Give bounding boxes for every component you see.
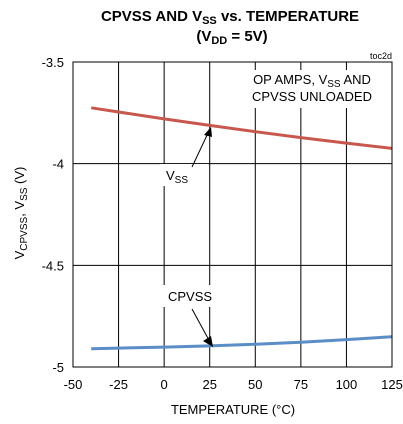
cpvss-arrow-line	[191, 308, 211, 343]
vss-series-line	[90, 106, 393, 150]
vss-arrow-head	[204, 127, 212, 137]
x-tick-label: 25	[202, 377, 216, 392]
chart-title-line2: (VDD = 5V)	[196, 28, 267, 47]
annotation-line2: CPVSS UNLOADED	[252, 89, 372, 104]
y-tick-label: -5	[52, 360, 64, 375]
cpvss-label-background	[160, 285, 224, 307]
x-tick-label: -50	[64, 377, 83, 392]
x-tick-label: -25	[109, 377, 128, 392]
annotation-line1: OP AMPS, VSS AND	[253, 72, 371, 90]
vss-label-background	[160, 164, 208, 186]
vss-series-label: VSS	[166, 168, 188, 186]
cpvss-series-label: CPVSS	[168, 289, 212, 304]
cpvss-arrow-head	[203, 336, 213, 347]
cpvss-series-line	[91, 335, 393, 351]
y-axis-label: VCPVSS, VSS (V)	[12, 167, 30, 260]
chart-title-line1: CPVSS AND VSS vs. TEMPERATURE	[101, 8, 359, 27]
figure-id: toc2d	[370, 51, 392, 61]
x-tick-label: 0	[161, 377, 168, 392]
x-tick-label: 75	[294, 377, 308, 392]
x-tick-label: 50	[248, 377, 262, 392]
y-tick-label: -4	[52, 157, 64, 172]
x-tick-label: 125	[381, 377, 403, 392]
vss-arrow-line	[191, 130, 210, 168]
plot-frame	[72, 61, 393, 368]
y-tick-labels: -3.5 -4 -4.5 -5	[42, 55, 64, 375]
x-tick-label: 100	[336, 377, 358, 392]
y-tick-label: -4.5	[42, 258, 64, 273]
x-tick-labels: -50 -25 0 25 50 75 100 125	[64, 377, 403, 392]
series-group	[90, 106, 393, 351]
x-axis-label: TEMPERATURE (°C)	[171, 402, 295, 417]
annotation-background	[238, 70, 386, 108]
y-tick-label: -3.5	[42, 55, 64, 70]
